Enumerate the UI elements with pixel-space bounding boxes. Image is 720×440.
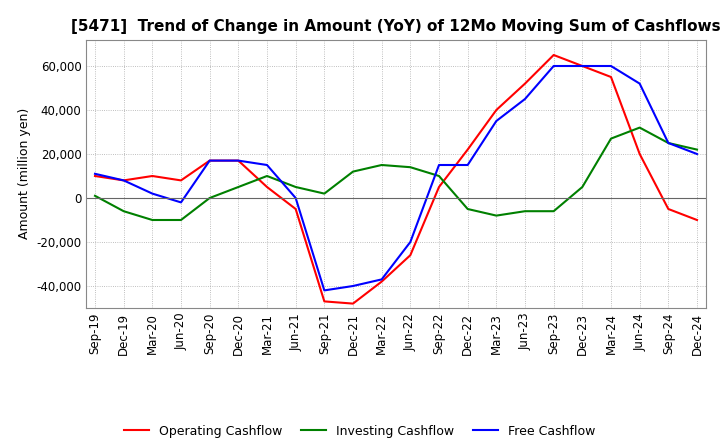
Investing Cashflow — [578, 184, 587, 190]
Investing Cashflow — [320, 191, 328, 196]
Title: [5471]  Trend of Change in Amount (YoY) of 12Mo Moving Sum of Cashflows: [5471] Trend of Change in Amount (YoY) o… — [71, 19, 720, 34]
Investing Cashflow — [492, 213, 500, 218]
Investing Cashflow — [234, 184, 243, 190]
Operating Cashflow — [435, 184, 444, 190]
Investing Cashflow — [292, 184, 300, 190]
Investing Cashflow — [693, 147, 701, 152]
Investing Cashflow — [521, 209, 529, 214]
Investing Cashflow — [91, 193, 99, 198]
Investing Cashflow — [607, 136, 616, 141]
Free Cashflow — [521, 96, 529, 102]
Investing Cashflow — [120, 209, 128, 214]
Free Cashflow — [464, 162, 472, 168]
Operating Cashflow — [234, 158, 243, 163]
Free Cashflow — [492, 118, 500, 124]
Operating Cashflow — [120, 178, 128, 183]
Free Cashflow — [91, 171, 99, 176]
Operating Cashflow — [635, 151, 644, 157]
Free Cashflow — [205, 158, 214, 163]
Operating Cashflow — [320, 299, 328, 304]
Free Cashflow — [263, 162, 271, 168]
Investing Cashflow — [263, 173, 271, 179]
Operating Cashflow — [176, 178, 185, 183]
Free Cashflow — [635, 81, 644, 86]
Operating Cashflow — [464, 147, 472, 152]
Operating Cashflow — [406, 253, 415, 258]
Free Cashflow — [607, 63, 616, 69]
Line: Investing Cashflow: Investing Cashflow — [95, 128, 697, 220]
Investing Cashflow — [549, 209, 558, 214]
Free Cashflow — [320, 288, 328, 293]
Free Cashflow — [234, 158, 243, 163]
Free Cashflow — [406, 239, 415, 245]
Operating Cashflow — [91, 173, 99, 179]
Y-axis label: Amount (million yen): Amount (million yen) — [18, 108, 31, 239]
Free Cashflow — [292, 195, 300, 201]
Operating Cashflow — [492, 107, 500, 113]
Investing Cashflow — [377, 162, 386, 168]
Operating Cashflow — [377, 279, 386, 284]
Investing Cashflow — [664, 140, 672, 146]
Operating Cashflow — [664, 206, 672, 212]
Operating Cashflow — [521, 81, 529, 86]
Free Cashflow — [148, 191, 157, 196]
Free Cashflow — [176, 200, 185, 205]
Free Cashflow — [549, 63, 558, 69]
Investing Cashflow — [435, 173, 444, 179]
Free Cashflow — [348, 283, 357, 289]
Operating Cashflow — [607, 74, 616, 80]
Operating Cashflow — [263, 184, 271, 190]
Free Cashflow — [664, 140, 672, 146]
Operating Cashflow — [292, 206, 300, 212]
Investing Cashflow — [205, 195, 214, 201]
Operating Cashflow — [205, 158, 214, 163]
Operating Cashflow — [148, 173, 157, 179]
Free Cashflow — [578, 63, 587, 69]
Legend: Operating Cashflow, Investing Cashflow, Free Cashflow: Operating Cashflow, Investing Cashflow, … — [120, 420, 600, 440]
Investing Cashflow — [635, 125, 644, 130]
Free Cashflow — [693, 151, 701, 157]
Investing Cashflow — [176, 217, 185, 223]
Operating Cashflow — [549, 52, 558, 58]
Free Cashflow — [120, 178, 128, 183]
Free Cashflow — [435, 162, 444, 168]
Operating Cashflow — [578, 63, 587, 69]
Investing Cashflow — [148, 217, 157, 223]
Investing Cashflow — [464, 206, 472, 212]
Investing Cashflow — [406, 165, 415, 170]
Line: Free Cashflow: Free Cashflow — [95, 66, 697, 290]
Line: Operating Cashflow: Operating Cashflow — [95, 55, 697, 304]
Investing Cashflow — [348, 169, 357, 174]
Free Cashflow — [377, 277, 386, 282]
Operating Cashflow — [693, 217, 701, 223]
Operating Cashflow — [348, 301, 357, 306]
